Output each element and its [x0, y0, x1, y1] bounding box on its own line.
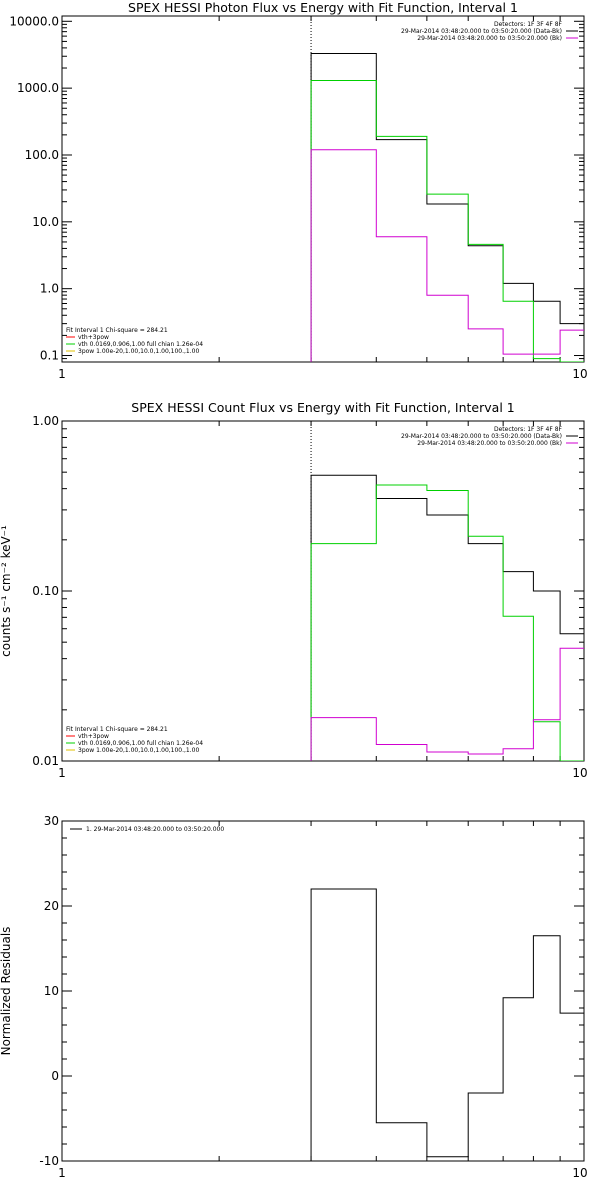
- series-line-magenta: [310, 149, 584, 362]
- legend-label: 29-Mar-2014 03:48:20.000 to 03:50:20.000…: [417, 440, 562, 447]
- x-tick-label: 1: [58, 1166, 66, 1180]
- y-tick-label: 1000.0: [17, 81, 59, 95]
- chart-panel-1: SPEX HESSI Photon Flux vs Energy with Fi…: [9, 0, 587, 381]
- legend-label: 3pow 1.00e-20,1.00,10.0,1.00,100.,1.00: [78, 747, 199, 754]
- series-line-black: [310, 53, 584, 362]
- chart-title: SPEX HESSI Count Flux vs Energy with Fit…: [131, 400, 514, 415]
- legend-top: 1. 29-Mar-2014 03:48:20.000 to 03:50:20.…: [70, 826, 224, 833]
- series-group: [310, 888, 584, 1161]
- chart-panel-2: SPEX HESSI Count Flux vs Energy with Fit…: [0, 400, 588, 780]
- series-line-black: [310, 888, 584, 1161]
- y-axis: -10 0 10 20 30: [39, 814, 584, 1168]
- x-axis: 1 10: [58, 821, 588, 1180]
- y-axis-label: counts s⁻¹ cm⁻² keV⁻¹: [0, 525, 13, 657]
- x-tick-label: 1: [58, 367, 66, 381]
- y-tick-label: 20: [44, 899, 59, 913]
- legend-label: Detectors: 1F 3F 4F 8F: [494, 426, 563, 433]
- legend-label: Fit Interval 1 Chi-square = 284.21: [66, 327, 168, 334]
- y-tick-label: -10: [39, 1154, 59, 1168]
- chart-panel-3: 1 10 -10 0 10 20 30 Normalized Residuals 1. 29-M…: [0, 814, 588, 1180]
- plot-frame: [61, 15, 585, 363]
- y-tick-label: 10: [44, 984, 59, 998]
- y-tick-label: 0.01: [32, 754, 59, 768]
- y-axis-label: Normalized Residuals: [0, 927, 13, 1056]
- y-tick-label: 0: [51, 1069, 59, 1083]
- plot-frame: [61, 820, 585, 1162]
- legend-label: Detectors: 1F 3F 4F 8F: [494, 21, 563, 28]
- x-axis: 1 10: [58, 421, 588, 780]
- legend-label: 3pow 1.00e-20,1.00,10.0,1.00,100.,1.00: [78, 348, 199, 355]
- y-axis: 0.1 1.0 10.0 100.0 1000.0 10000.0: [9, 14, 584, 363]
- chart-title: SPEX HESSI Photon Flux vs Energy with Fi…: [128, 0, 518, 15]
- legend-label: 1. 29-Mar-2014 03:48:20.000 to 03:50:20.…: [86, 826, 224, 833]
- legend-label: vth 0.0169,0.906,1.00 full chian 1.26e-0…: [78, 341, 203, 348]
- x-tick-label: 10: [572, 367, 587, 381]
- legend-label: 29-Mar-2014 03:48:20.000 to 03:50:20.000…: [417, 35, 562, 42]
- series-group: [310, 53, 584, 362]
- legend-label: 29-Mar-2014 03:48:20.000 to 03:50:20.000…: [401, 28, 562, 35]
- y-tick-label: 100.0: [25, 148, 59, 162]
- legend-label: vth+3pow: [78, 334, 109, 341]
- y-axis: 0.01 0.10 1.00: [32, 414, 584, 768]
- x-tick-label: 10: [572, 766, 587, 780]
- y-tick-label: 30: [44, 814, 59, 828]
- series-line-magenta: [310, 647, 584, 761]
- y-tick-label: 10000.0: [9, 14, 59, 28]
- legend-label: vth 0.0169,0.906,1.00 full chian 1.26e-0…: [78, 740, 203, 747]
- y-tick-label: 1.0: [40, 282, 59, 296]
- y-tick-label: 10.0: [32, 215, 59, 229]
- legend-label: Fit Interval 1 Chi-square = 284.21: [66, 726, 168, 733]
- series-line-green: [310, 80, 584, 362]
- legend-label: vth+3pow: [78, 733, 109, 740]
- x-tick-label: 1: [58, 766, 66, 780]
- y-tick-label: 1.00: [32, 414, 59, 428]
- legend-label: 29-Mar-2014 03:48:20.000 to 03:50:20.000…: [401, 433, 562, 440]
- y-tick-label: 0.10: [32, 584, 59, 598]
- series-line-green: [310, 484, 584, 761]
- legend-bottom: Fit Interval 1 Chi-square = 284.21vth+3p…: [66, 726, 203, 754]
- series-group: [310, 474, 584, 761]
- plot-frame: [61, 420, 585, 762]
- legend-bottom: Fit Interval 1 Chi-square = 284.21vth+3p…: [66, 327, 203, 355]
- series-line-black: [310, 474, 584, 761]
- y-tick-label: 0.1: [40, 349, 59, 363]
- x-tick-label: 10: [572, 1166, 587, 1180]
